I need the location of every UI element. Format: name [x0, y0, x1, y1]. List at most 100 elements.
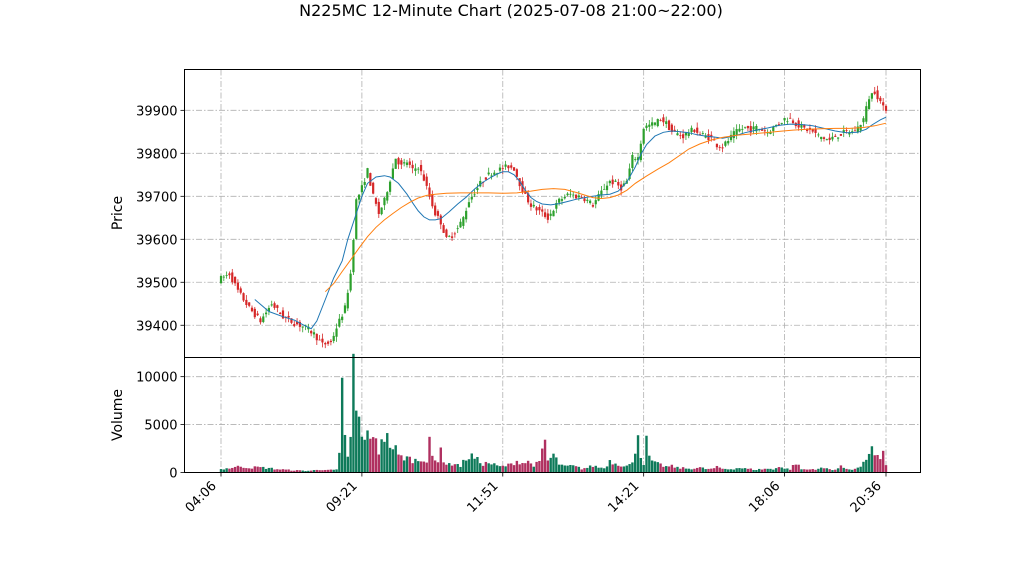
volume-bar [417, 461, 420, 473]
volume-bar [538, 460, 541, 473]
volume-bar [876, 455, 879, 473]
candle-body [825, 139, 828, 141]
volume-bar [535, 461, 538, 473]
volume-bar [597, 467, 600, 473]
volume-bar [800, 469, 803, 473]
candle-body [580, 196, 583, 198]
candle-body [512, 167, 516, 171]
volume-bar [780, 467, 783, 473]
volume-bar [484, 461, 488, 473]
candle-body [687, 132, 690, 137]
candle-body [749, 126, 752, 133]
volume-bar [264, 468, 268, 473]
candle-body [510, 165, 513, 168]
volume-bar [667, 466, 671, 473]
price-y-tick-label: 39400 [136, 319, 177, 334]
volume-bar [490, 464, 493, 473]
volume-bar [600, 467, 603, 473]
volume-bar [591, 466, 595, 473]
candle-body [870, 93, 874, 99]
volume-bar [369, 438, 372, 473]
candle-body [780, 122, 783, 124]
volume-bar [690, 469, 693, 473]
candle-body [293, 324, 296, 327]
candle-body [701, 133, 704, 134]
candle-body [335, 328, 338, 337]
candle-body [262, 316, 265, 322]
candle-body [566, 193, 569, 196]
volume-bar [228, 468, 231, 473]
candle-body [744, 126, 747, 128]
volume-bar [803, 469, 806, 473]
candle-body [377, 201, 380, 214]
volume-bar [448, 463, 451, 473]
volume-bar [467, 459, 471, 473]
candle-body [290, 318, 293, 323]
volume-bar [290, 470, 293, 473]
candle-body [287, 315, 290, 318]
candle-body [264, 312, 268, 315]
volume-bar [259, 467, 262, 473]
volume-bar [650, 460, 654, 473]
candle-body [326, 341, 330, 344]
volume-bar [608, 460, 612, 473]
volume-bar [696, 467, 699, 473]
volume-bar [636, 435, 640, 473]
volume-bar [402, 460, 406, 473]
candle-body [851, 131, 854, 133]
price-y-tick-label: 39600 [136, 233, 177, 248]
volume-bar [428, 436, 431, 473]
volume-bar [884, 465, 888, 473]
candle-body [710, 134, 713, 138]
candle-body [515, 169, 518, 177]
price-y-ticks: 39400 39500 39600 39700 39800 39900 [136, 104, 185, 334]
candle-body [456, 228, 459, 230]
volume-bar [563, 465, 566, 473]
volume-axes-frame [184, 357, 921, 473]
candle-body [614, 180, 617, 182]
candle-body [527, 193, 530, 203]
volume-bar [867, 453, 871, 473]
volume-bar [879, 459, 882, 473]
candle-body [558, 198, 561, 203]
candle-body [453, 233, 456, 235]
volume-bar [659, 463, 662, 473]
volume-bar [273, 469, 276, 473]
volume-bar [453, 464, 457, 473]
volume-bar [791, 464, 795, 473]
volume-bar [625, 465, 628, 473]
volume-bar [673, 467, 676, 473]
candle-body [549, 213, 552, 216]
price-axis-label: Price [110, 196, 126, 230]
volume-bar [479, 463, 482, 473]
candle-body [741, 128, 744, 130]
volume-bar [574, 466, 578, 473]
volume-bar [324, 469, 327, 473]
candle-body [422, 174, 425, 181]
candle-body [228, 273, 231, 276]
candle-body [583, 198, 586, 202]
volume-bar [543, 439, 547, 473]
candle-body [667, 120, 671, 131]
candle-body [459, 221, 462, 228]
candle-body [405, 162, 409, 165]
volume-bar [355, 410, 358, 473]
volume-bar [817, 468, 820, 473]
candle-body [408, 161, 411, 165]
candle-body [487, 172, 490, 175]
volume-bar [766, 468, 769, 473]
volume-bar [769, 468, 772, 473]
price-y-tick-label: 39900 [136, 104, 177, 119]
candle-body [391, 168, 394, 179]
candle-body [656, 119, 659, 127]
candle-body [574, 194, 578, 199]
volume-bar [397, 454, 400, 473]
volume-bars [219, 353, 888, 473]
volume-bar [687, 468, 690, 473]
candle-body [538, 206, 541, 211]
volume-bar [405, 456, 409, 473]
candle-body [479, 180, 482, 187]
candle-body [552, 210, 555, 217]
volume-bar [808, 469, 812, 473]
